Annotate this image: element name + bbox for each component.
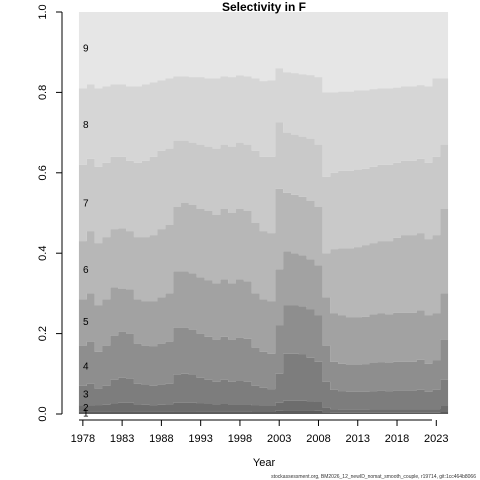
age-label-1: 1: [83, 408, 89, 419]
x-tick-label: 2023: [424, 433, 448, 445]
y-tick-label: 1.0: [37, 4, 49, 19]
age-label-6: 6: [83, 265, 89, 276]
band-age-5: [78, 251, 449, 365]
x-axis-label: Year: [253, 457, 276, 469]
footer-note: stockassessment.org, BM2026_12_newID_nom…: [271, 474, 476, 480]
x-tick-label: 1978: [71, 433, 95, 445]
x-tick-label: 1998: [228, 433, 252, 445]
y-tick-label: 0.2: [37, 326, 49, 341]
x-axis: 1978 1983 1988 1993 1998 2003 2008 2013 2018 2023: [71, 419, 449, 445]
y-axis: 0.0 0.2 0.4 0.6 0.8 1.0: [37, 4, 63, 422]
band-age-4: [78, 305, 449, 392]
x-tick-label: 2018: [385, 433, 409, 445]
band-age-8: [78, 68, 449, 177]
age-label-9: 9: [83, 44, 89, 55]
age-label-2: 2: [83, 403, 89, 414]
x-tick-label: 2013: [346, 433, 370, 445]
band-age-1: [78, 410, 449, 414]
age-label-5: 5: [83, 317, 89, 328]
chart-title: Selectivity in F: [222, 0, 306, 14]
age-label-7: 7: [83, 198, 89, 209]
age-label-8: 8: [83, 120, 89, 131]
y-tick-label: 0.8: [37, 85, 49, 100]
x-tick-label: 1983: [110, 433, 134, 445]
x-tick-label: 1993: [188, 433, 212, 445]
y-tick-label: 0.4: [37, 246, 49, 261]
band-age-9: [78, 12, 449, 93]
band-age-2: [78, 400, 449, 413]
age-label-3: 3: [83, 389, 89, 400]
band-age-7: [78, 122, 449, 254]
y-tick-label: 0.0: [37, 406, 49, 421]
band-age-6: [78, 188, 449, 318]
x-tick-label: 2003: [267, 433, 291, 445]
age-labels: 12 3 4 5 6 7 8 9: [83, 44, 89, 420]
x-tick-label: 1988: [149, 433, 173, 445]
stacked-bands: [78, 12, 449, 414]
x-tick-label: 2008: [306, 433, 330, 445]
y-tick-label: 0.6: [37, 165, 49, 180]
age-label-4: 4: [83, 361, 89, 372]
band-age-3: [78, 353, 449, 410]
